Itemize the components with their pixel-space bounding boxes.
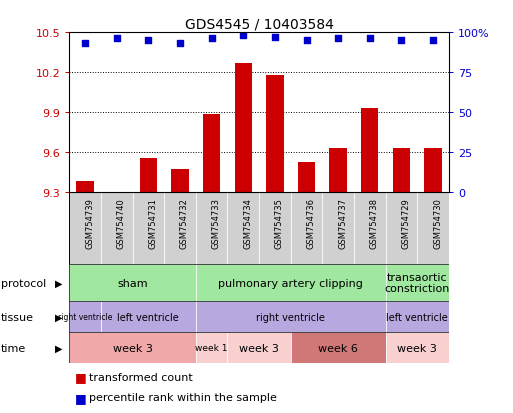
Text: week 3: week 3 [239,343,279,353]
Text: week 3: week 3 [112,343,152,353]
Text: sham: sham [117,278,148,288]
Text: pulmonary artery clipping: pulmonary artery clipping [218,278,363,288]
Point [271,35,279,41]
Text: GSM754736: GSM754736 [306,198,315,249]
Bar [196,332,227,363]
Bar [69,264,196,301]
Bar [164,192,196,264]
Bar [101,301,196,332]
Point [81,41,89,47]
Text: right ventricle: right ventricle [58,313,112,321]
Text: percentile rank within the sample: percentile rank within the sample [89,392,277,403]
Text: week 1: week 1 [195,344,228,352]
Point [239,33,247,40]
Bar [69,192,101,264]
Text: GSM754734: GSM754734 [243,198,252,249]
Bar [298,163,315,192]
Bar [196,301,386,332]
Point [366,36,374,43]
Bar [386,264,449,301]
Point [144,38,152,44]
Bar [417,192,449,264]
Bar [424,148,442,192]
Text: ▶: ▶ [55,343,63,353]
Bar [291,192,322,264]
Bar [76,181,94,192]
Text: ▶: ▶ [55,278,63,288]
Bar [69,332,196,363]
Bar [266,76,284,192]
Bar [259,192,291,264]
Bar [203,115,220,192]
Bar [196,264,386,301]
Point [334,36,342,43]
Bar [140,159,157,192]
Text: time: time [1,343,26,353]
Bar [69,301,101,332]
Point [176,41,184,47]
Bar [329,148,347,192]
Bar [361,109,379,192]
Text: transaortic
constriction: transaortic constriction [385,272,450,294]
Text: ▶: ▶ [55,312,63,322]
Text: tissue: tissue [1,312,33,322]
Bar [393,148,410,192]
Text: GSM754729: GSM754729 [401,198,410,249]
Text: left ventricle: left ventricle [386,312,448,322]
Point [113,36,121,43]
Bar [132,192,164,264]
Bar [171,169,189,192]
Bar [227,192,259,264]
Bar [386,192,417,264]
Point [302,38,310,44]
Text: ■: ■ [74,391,86,404]
Text: week 3: week 3 [397,343,437,353]
Text: transformed count: transformed count [89,372,192,382]
Title: GDS4545 / 10403584: GDS4545 / 10403584 [185,18,333,32]
Bar [354,192,386,264]
Text: protocol: protocol [1,278,46,288]
Text: GSM754733: GSM754733 [211,198,221,249]
Text: GSM754738: GSM754738 [370,198,379,249]
Bar [386,301,449,332]
Bar [227,332,291,363]
Bar [386,332,449,363]
Text: GSM754732: GSM754732 [180,198,189,249]
Bar [101,192,132,264]
Point [397,38,405,44]
Text: week 6: week 6 [318,343,358,353]
Bar [322,192,354,264]
Text: right ventricle: right ventricle [256,312,325,322]
Bar [234,64,252,192]
Text: left ventricle: left ventricle [117,312,179,322]
Text: ■: ■ [74,370,86,384]
Point [429,38,437,44]
Bar [291,332,386,363]
Text: GSM754730: GSM754730 [433,198,442,249]
Text: GSM754739: GSM754739 [85,198,94,249]
Text: GSM754731: GSM754731 [148,198,157,249]
Text: GSM754740: GSM754740 [117,198,126,249]
Text: GSM754735: GSM754735 [275,198,284,249]
Text: GSM754737: GSM754737 [338,198,347,249]
Bar [196,192,227,264]
Point [207,36,215,43]
